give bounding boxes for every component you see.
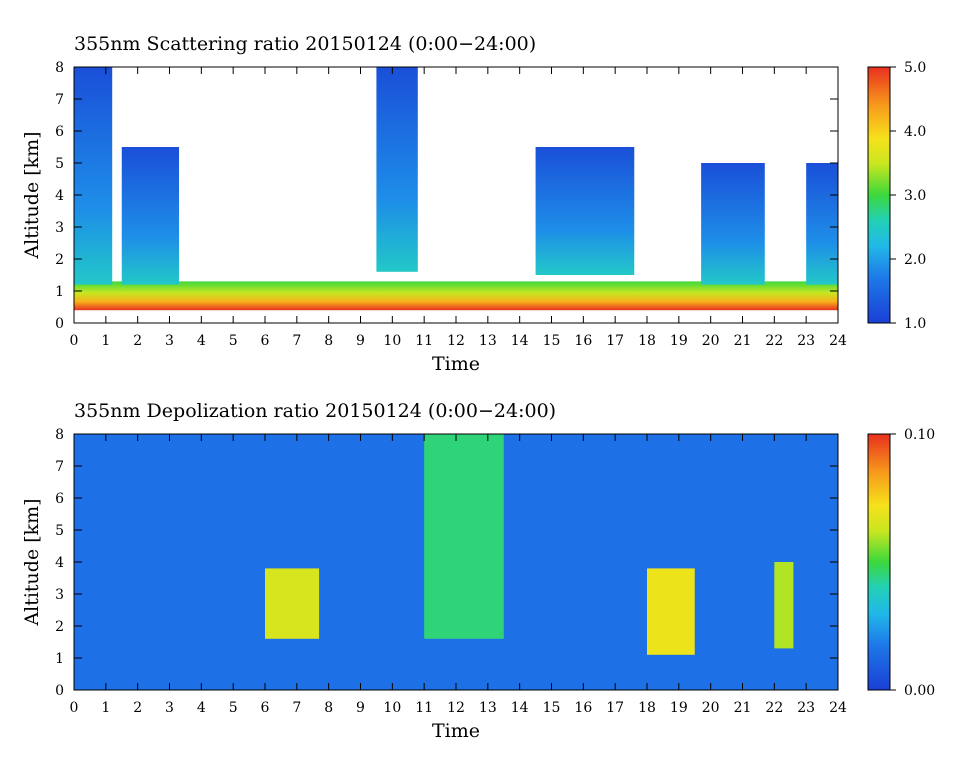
x-tick-label: 11 — [415, 333, 433, 349]
x-tick-label: 7 — [292, 700, 301, 716]
x-tick-label: 13 — [479, 700, 497, 716]
colorbar-tick-label: 2.0 — [904, 252, 926, 268]
chart-title: 355nm Depolization ratio 20150124 (0:00−… — [74, 400, 556, 422]
y-tick-label: 4 — [55, 188, 64, 204]
x-tick-label: 21 — [734, 333, 752, 349]
x-tick-label: 14 — [511, 333, 529, 349]
cloud-column — [376, 67, 418, 272]
y-tick-label: 1 — [55, 284, 64, 300]
boundary-layer-band — [74, 281, 838, 311]
x-tick-label: 3 — [165, 700, 174, 716]
x-tick-label: 3 — [165, 333, 174, 349]
y-tick-label: 0 — [55, 316, 64, 332]
x-tick-label: 13 — [479, 333, 497, 349]
y-tick-label: 5 — [55, 523, 64, 539]
x-tick-label: 17 — [606, 700, 624, 716]
colorbar-tick-label: 0.00 — [904, 683, 935, 699]
x-tick-label: 5 — [229, 700, 238, 716]
x-axis-label: Time — [432, 720, 480, 742]
x-tick-label: 2 — [133, 700, 142, 716]
y-tick-label: 6 — [55, 124, 64, 140]
x-tick-label: 2 — [133, 333, 142, 349]
x-tick-label: 1 — [101, 333, 110, 349]
x-tick-label: 20 — [702, 700, 720, 716]
x-tick-label: 11 — [415, 700, 433, 716]
aerosol-layer — [424, 434, 504, 639]
x-tick-label: 6 — [261, 333, 270, 349]
x-tick-label: 22 — [765, 700, 783, 716]
x-tick-label: 9 — [356, 333, 365, 349]
x-tick-label: 8 — [324, 700, 333, 716]
y-tick-label: 6 — [55, 491, 64, 507]
heatmap-cells — [74, 67, 838, 311]
x-tick-label: 18 — [638, 333, 656, 349]
colorbar — [867, 66, 891, 324]
x-tick-label: 9 — [356, 700, 365, 716]
x-tick-label: 0 — [70, 333, 79, 349]
colorbar-tick-label: 1.0 — [904, 316, 926, 332]
x-tick-label: 1 — [101, 700, 110, 716]
colorbar — [867, 433, 891, 691]
x-tick-label: 22 — [765, 333, 783, 349]
x-tick-label: 23 — [797, 700, 815, 716]
cloud-column — [535, 147, 635, 275]
y-tick-label: 3 — [55, 587, 64, 603]
x-tick-label: 7 — [292, 333, 301, 349]
x-tick-label: 15 — [543, 700, 561, 716]
aerosol-layer — [774, 562, 794, 649]
y-tick-label: 3 — [55, 220, 64, 236]
x-tick-label: 4 — [197, 700, 206, 716]
y-tick-label: 4 — [55, 555, 64, 571]
x-tick-label: 15 — [543, 333, 561, 349]
colorbar-tick-label: 4.0 — [904, 124, 926, 140]
cloud-column — [74, 67, 113, 285]
x-tick-label: 24 — [829, 333, 847, 349]
y-axis-label: Altitude [km] — [21, 131, 43, 259]
y-tick-label: 8 — [55, 427, 64, 443]
x-tick-label: 4 — [197, 333, 206, 349]
x-tick-label: 6 — [261, 700, 270, 716]
y-tick-label: 2 — [55, 252, 64, 268]
y-tick-label: 8 — [55, 60, 64, 76]
x-tick-label: 18 — [638, 700, 656, 716]
x-tick-label: 24 — [829, 700, 847, 716]
x-tick-label: 16 — [574, 700, 592, 716]
cloud-column — [121, 147, 180, 285]
y-tick-label: 7 — [55, 459, 64, 475]
scattering-ratio-panel: 355nm Scattering ratio 20150124 (0:00−24… — [21, 33, 926, 375]
y-tick-label: 0 — [55, 683, 64, 699]
colorbar-tick-label: 3.0 — [904, 188, 926, 204]
x-tick-label: 0 — [70, 700, 79, 716]
x-tick-label: 12 — [447, 700, 465, 716]
y-tick-label: 2 — [55, 619, 64, 635]
colorbar-tick-label: 0.10 — [904, 427, 935, 443]
x-tick-label: 17 — [606, 333, 624, 349]
y-axis-label: Altitude [km] — [21, 498, 43, 626]
heatmap-cells — [74, 434, 838, 690]
x-tick-label: 19 — [670, 700, 688, 716]
x-tick-label: 16 — [574, 333, 592, 349]
cloud-column — [806, 163, 838, 285]
colorbar-tick-label: 5.0 — [904, 60, 926, 76]
x-tick-label: 10 — [383, 333, 401, 349]
aerosol-layer — [265, 568, 320, 639]
depolarization-ratio-panel: 355nm Depolization ratio 20150124 (0:00−… — [21, 400, 935, 742]
x-axis-label: Time — [432, 353, 480, 375]
x-tick-label: 8 — [324, 333, 333, 349]
x-tick-label: 23 — [797, 333, 815, 349]
y-tick-label: 5 — [55, 156, 64, 172]
y-tick-label: 1 — [55, 651, 64, 667]
x-tick-label: 21 — [734, 700, 752, 716]
x-tick-label: 20 — [702, 333, 720, 349]
aerosol-layer — [647, 568, 695, 655]
y-tick-label: 7 — [55, 92, 64, 108]
cloud-column — [701, 163, 765, 285]
x-tick-label: 5 — [229, 333, 238, 349]
x-tick-label: 10 — [383, 700, 401, 716]
x-tick-label: 12 — [447, 333, 465, 349]
x-tick-label: 14 — [511, 700, 529, 716]
chart-title: 355nm Scattering ratio 20150124 (0:00−24… — [74, 33, 536, 55]
x-tick-label: 19 — [670, 333, 688, 349]
